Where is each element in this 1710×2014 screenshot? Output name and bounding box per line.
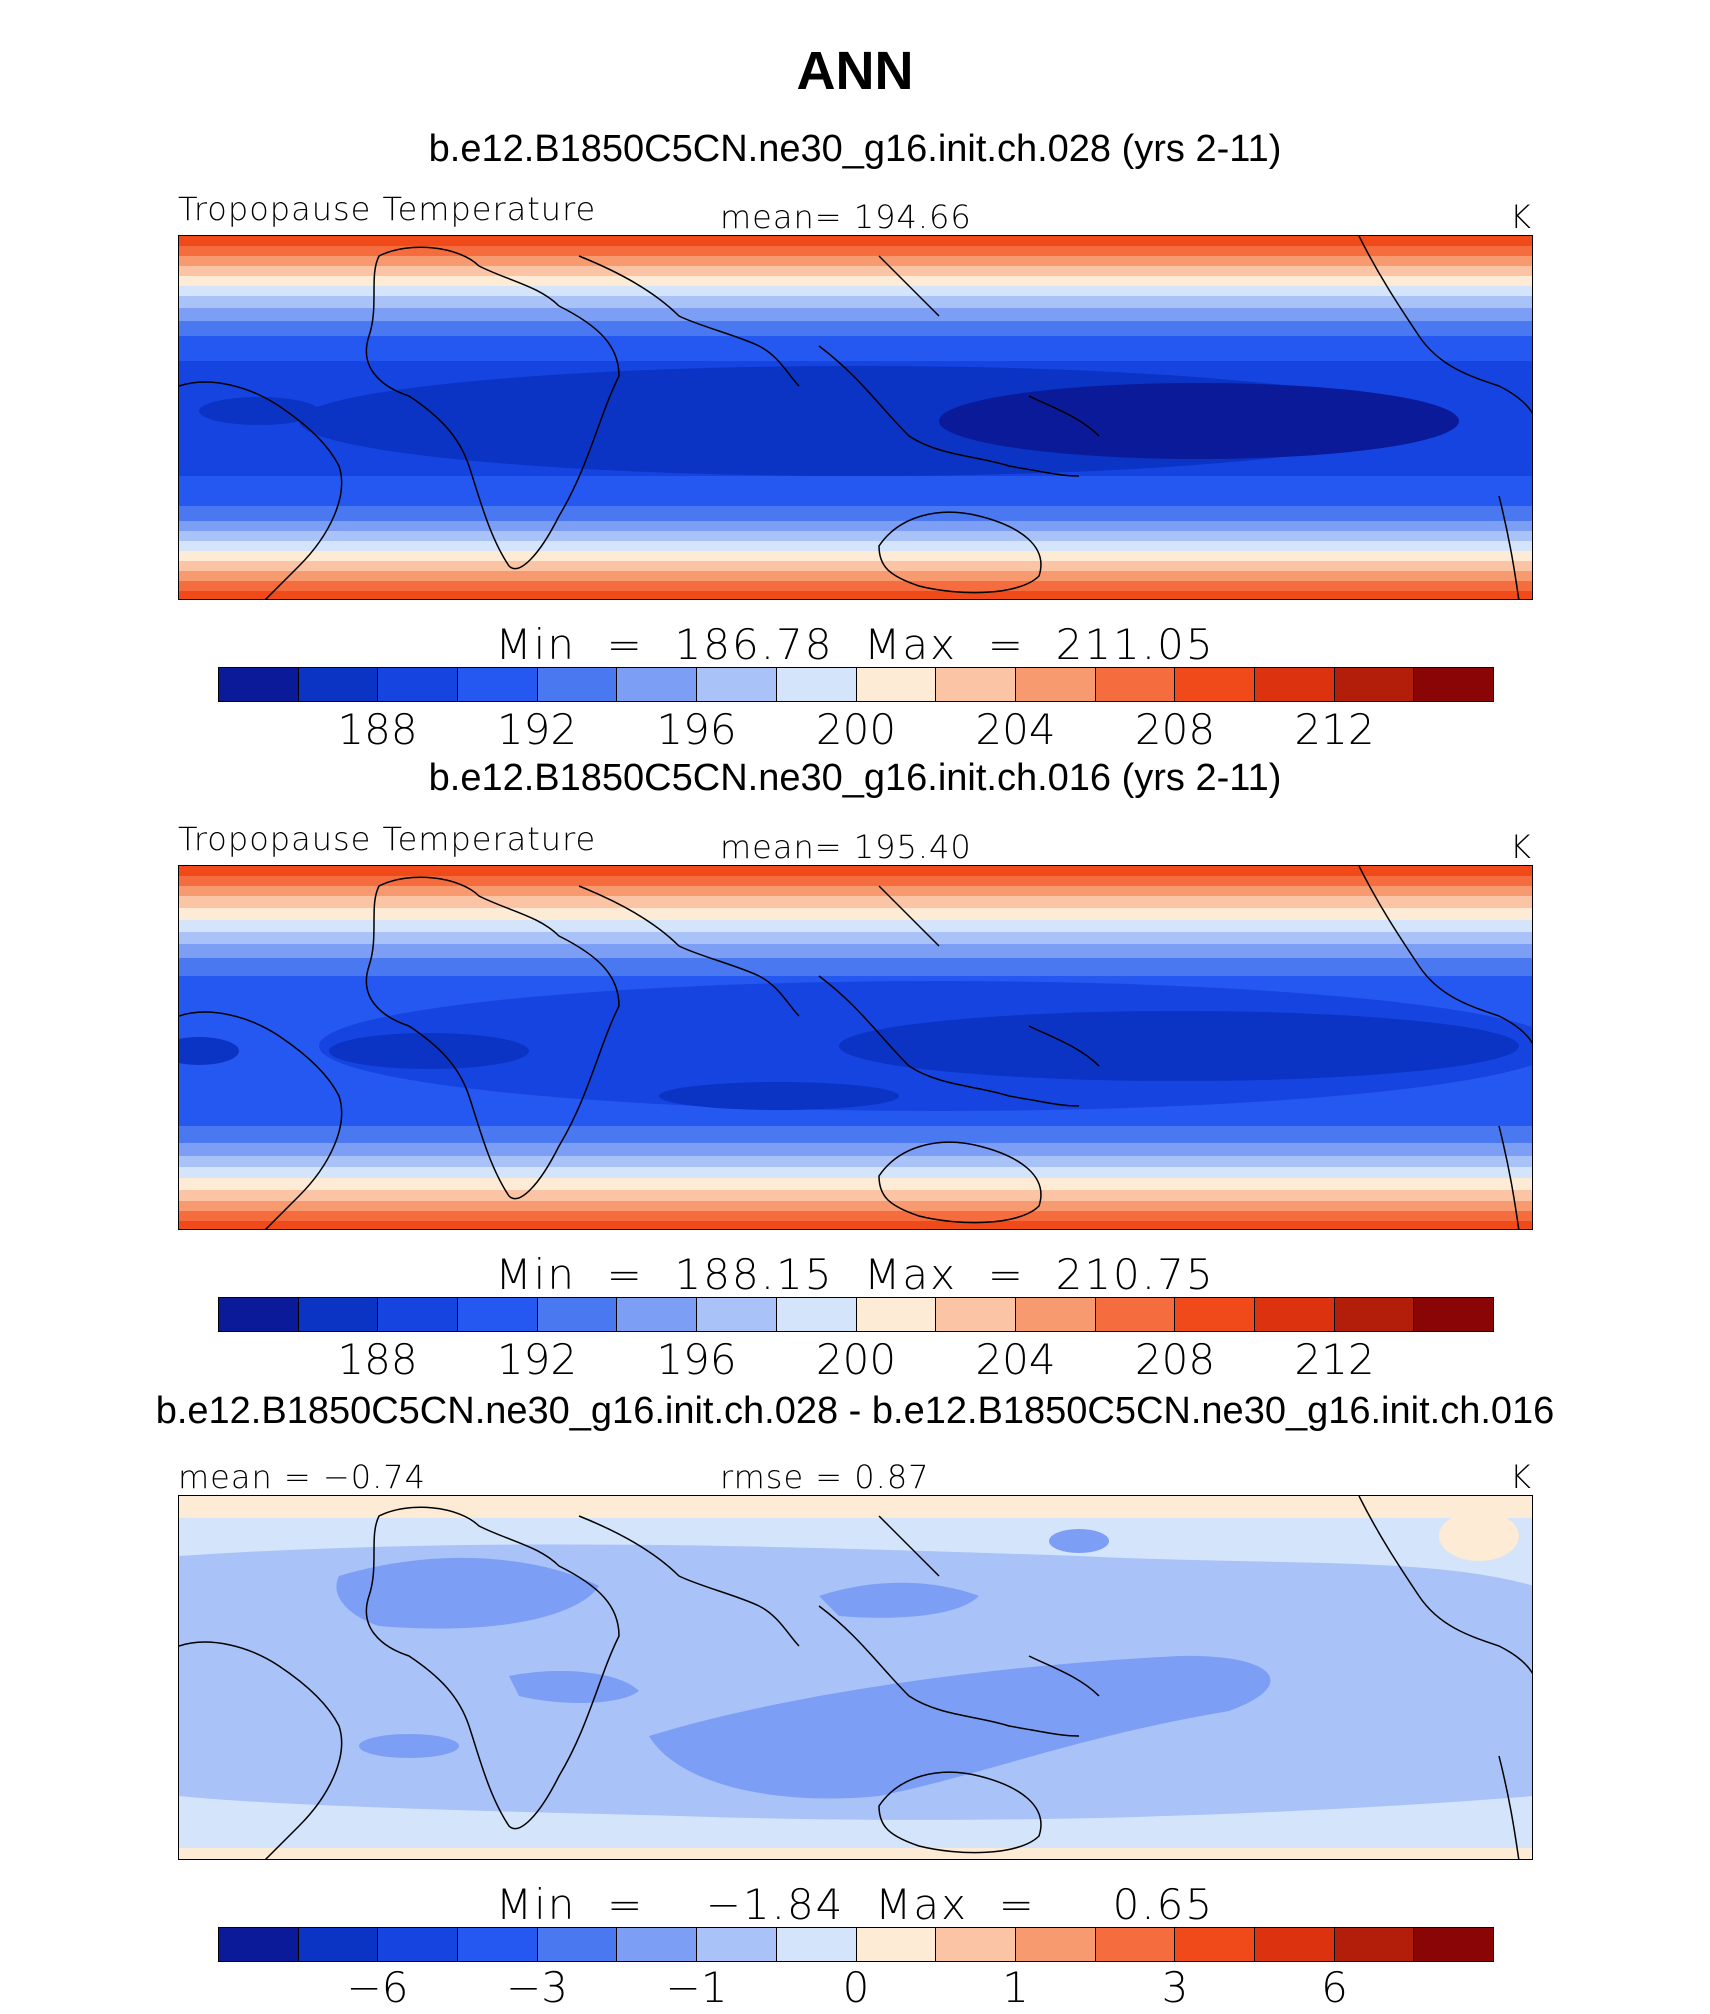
colorbar-segment bbox=[1175, 1928, 1255, 1961]
panel3-case-title: b.e12.B1850C5CN.ne30_g16.init.ch.028 - b… bbox=[155, 1390, 1555, 1432]
colorbar-tick-label: 200 bbox=[815, 705, 897, 754]
colorbar-segment bbox=[936, 1298, 1016, 1331]
panel2-minmax-label: Min = 188.15 Max = 210.75 bbox=[495, 1250, 1215, 1299]
colorbar-tick-label: 208 bbox=[1134, 705, 1216, 754]
colorbar-segment bbox=[697, 668, 777, 701]
colorbar-segment bbox=[378, 1298, 459, 1331]
panel1-variable-label: Tropopause Temperature bbox=[178, 190, 597, 228]
panel3-contour-field bbox=[179, 1496, 1532, 1859]
panel2-mean-label: mean= 195.40 bbox=[720, 828, 972, 866]
colorbar-tick-label: 204 bbox=[975, 705, 1056, 754]
colorbar-tick-label: 0 bbox=[842, 1963, 870, 2012]
colorbar-tick-label: −3 bbox=[506, 1963, 568, 2012]
colorbar-segment bbox=[1254, 668, 1335, 701]
colorbar-tick-label: 192 bbox=[496, 1335, 578, 1384]
colorbar-segment bbox=[1095, 1928, 1176, 1961]
panel3-minmax-label: Min = −1.84 Max = 0.65 bbox=[495, 1880, 1215, 1929]
colorbar-segment bbox=[1175, 1298, 1255, 1331]
panel1-units-label: K bbox=[1510, 198, 1532, 236]
colorbar-segment bbox=[1254, 1928, 1335, 1961]
colorbar-segment bbox=[697, 1298, 777, 1331]
colorbar-segment bbox=[1414, 1928, 1493, 1961]
colorbar-segment bbox=[776, 1298, 857, 1331]
figure-title: ANN bbox=[796, 41, 914, 101]
colorbar-segment bbox=[537, 1928, 618, 1961]
colorbar-segment bbox=[936, 668, 1016, 701]
panel3-colorbar bbox=[218, 1927, 1494, 1962]
colorbar-tick-label: 6 bbox=[1321, 1963, 1348, 2012]
colorbar-segment bbox=[617, 1928, 698, 1961]
panel3-map bbox=[178, 1495, 1533, 1860]
colorbar-tick-label: 204 bbox=[975, 1335, 1056, 1384]
colorbar-tick-label: 208 bbox=[1134, 1335, 1216, 1384]
colorbar-segment bbox=[1095, 668, 1176, 701]
colorbar-segment bbox=[458, 1298, 538, 1331]
colorbar-tick-label: 212 bbox=[1294, 1335, 1375, 1384]
colorbar-segment bbox=[776, 668, 857, 701]
panel2-colorbar bbox=[218, 1297, 1494, 1332]
colorbar-segment bbox=[458, 668, 538, 701]
colorbar-segment bbox=[1015, 1928, 1096, 1961]
colorbar-tick-label: 212 bbox=[1294, 705, 1375, 754]
panel1-colorbar bbox=[218, 667, 1494, 702]
panel2-contour-field bbox=[179, 866, 1532, 1229]
panel2-variable-label: Tropopause Temperature bbox=[178, 820, 597, 858]
colorbar-tick-label: 3 bbox=[1161, 1963, 1189, 2012]
panel1-case-title: b.e12.B1850C5CN.ne30_g16.init.ch.028 (yr… bbox=[428, 128, 1282, 170]
colorbar-tick-label: 188 bbox=[337, 1335, 418, 1384]
colorbar-segment bbox=[1414, 1298, 1493, 1331]
colorbar-segment bbox=[617, 668, 698, 701]
colorbar-segment bbox=[856, 668, 937, 701]
colorbar-segment bbox=[298, 1298, 379, 1331]
colorbar-tick-label: 196 bbox=[656, 1335, 737, 1384]
colorbar-tick-label: −6 bbox=[346, 1963, 409, 2012]
colorbar-segment bbox=[219, 1928, 299, 1961]
colorbar-segment bbox=[537, 1298, 618, 1331]
colorbar-segment bbox=[1015, 668, 1096, 701]
colorbar-tick-label: 192 bbox=[496, 705, 578, 754]
colorbar-segment bbox=[378, 1928, 459, 1961]
panel1-contour-field bbox=[179, 236, 1532, 599]
colorbar-segment bbox=[1015, 1298, 1096, 1331]
colorbar-segment bbox=[1095, 1298, 1176, 1331]
colorbar-tick-label: 196 bbox=[656, 705, 737, 754]
colorbar-segment bbox=[776, 1928, 857, 1961]
panel1-mean-label: mean= 194.66 bbox=[720, 198, 972, 236]
colorbar-segment bbox=[298, 668, 379, 701]
panel2-units-label: K bbox=[1510, 828, 1532, 866]
colorbar-tick-label: 1 bbox=[1002, 1963, 1029, 2012]
colorbar-segment bbox=[1334, 1928, 1415, 1961]
colorbar-segment bbox=[458, 1928, 538, 1961]
panel3-rmse-label: rmse = 0.87 bbox=[720, 1458, 930, 1496]
colorbar-segment bbox=[1254, 1298, 1335, 1331]
panel1-minmax-label: Min = 186.78 Max = 211.05 bbox=[495, 620, 1215, 669]
colorbar-segment bbox=[1175, 668, 1255, 701]
colorbar-segment bbox=[936, 1928, 1016, 1961]
panel3-mean-label: mean = −0.74 bbox=[178, 1458, 426, 1496]
colorbar-segment bbox=[298, 1928, 379, 1961]
panel2-map bbox=[178, 865, 1533, 1230]
panel2-case-title: b.e12.B1850C5CN.ne30_g16.init.ch.016 (yr… bbox=[428, 757, 1282, 799]
colorbar-tick-label: −1 bbox=[665, 1963, 728, 2012]
colorbar-tick-label: 200 bbox=[815, 1335, 897, 1384]
colorbar-segment bbox=[617, 1298, 698, 1331]
colorbar-segment bbox=[537, 668, 618, 701]
colorbar-segment bbox=[1414, 668, 1493, 701]
panel3-units-label: K bbox=[1510, 1458, 1532, 1496]
colorbar-segment bbox=[219, 1298, 299, 1331]
panel1-map bbox=[178, 235, 1533, 600]
colorbar-segment bbox=[378, 668, 459, 701]
colorbar-segment bbox=[1334, 668, 1415, 701]
colorbar-segment bbox=[1334, 1298, 1415, 1331]
colorbar-tick-label: 188 bbox=[337, 705, 418, 754]
colorbar-segment bbox=[856, 1928, 937, 1961]
colorbar-segment bbox=[219, 668, 299, 701]
colorbar-segment bbox=[697, 1928, 777, 1961]
colorbar-segment bbox=[856, 1298, 937, 1331]
